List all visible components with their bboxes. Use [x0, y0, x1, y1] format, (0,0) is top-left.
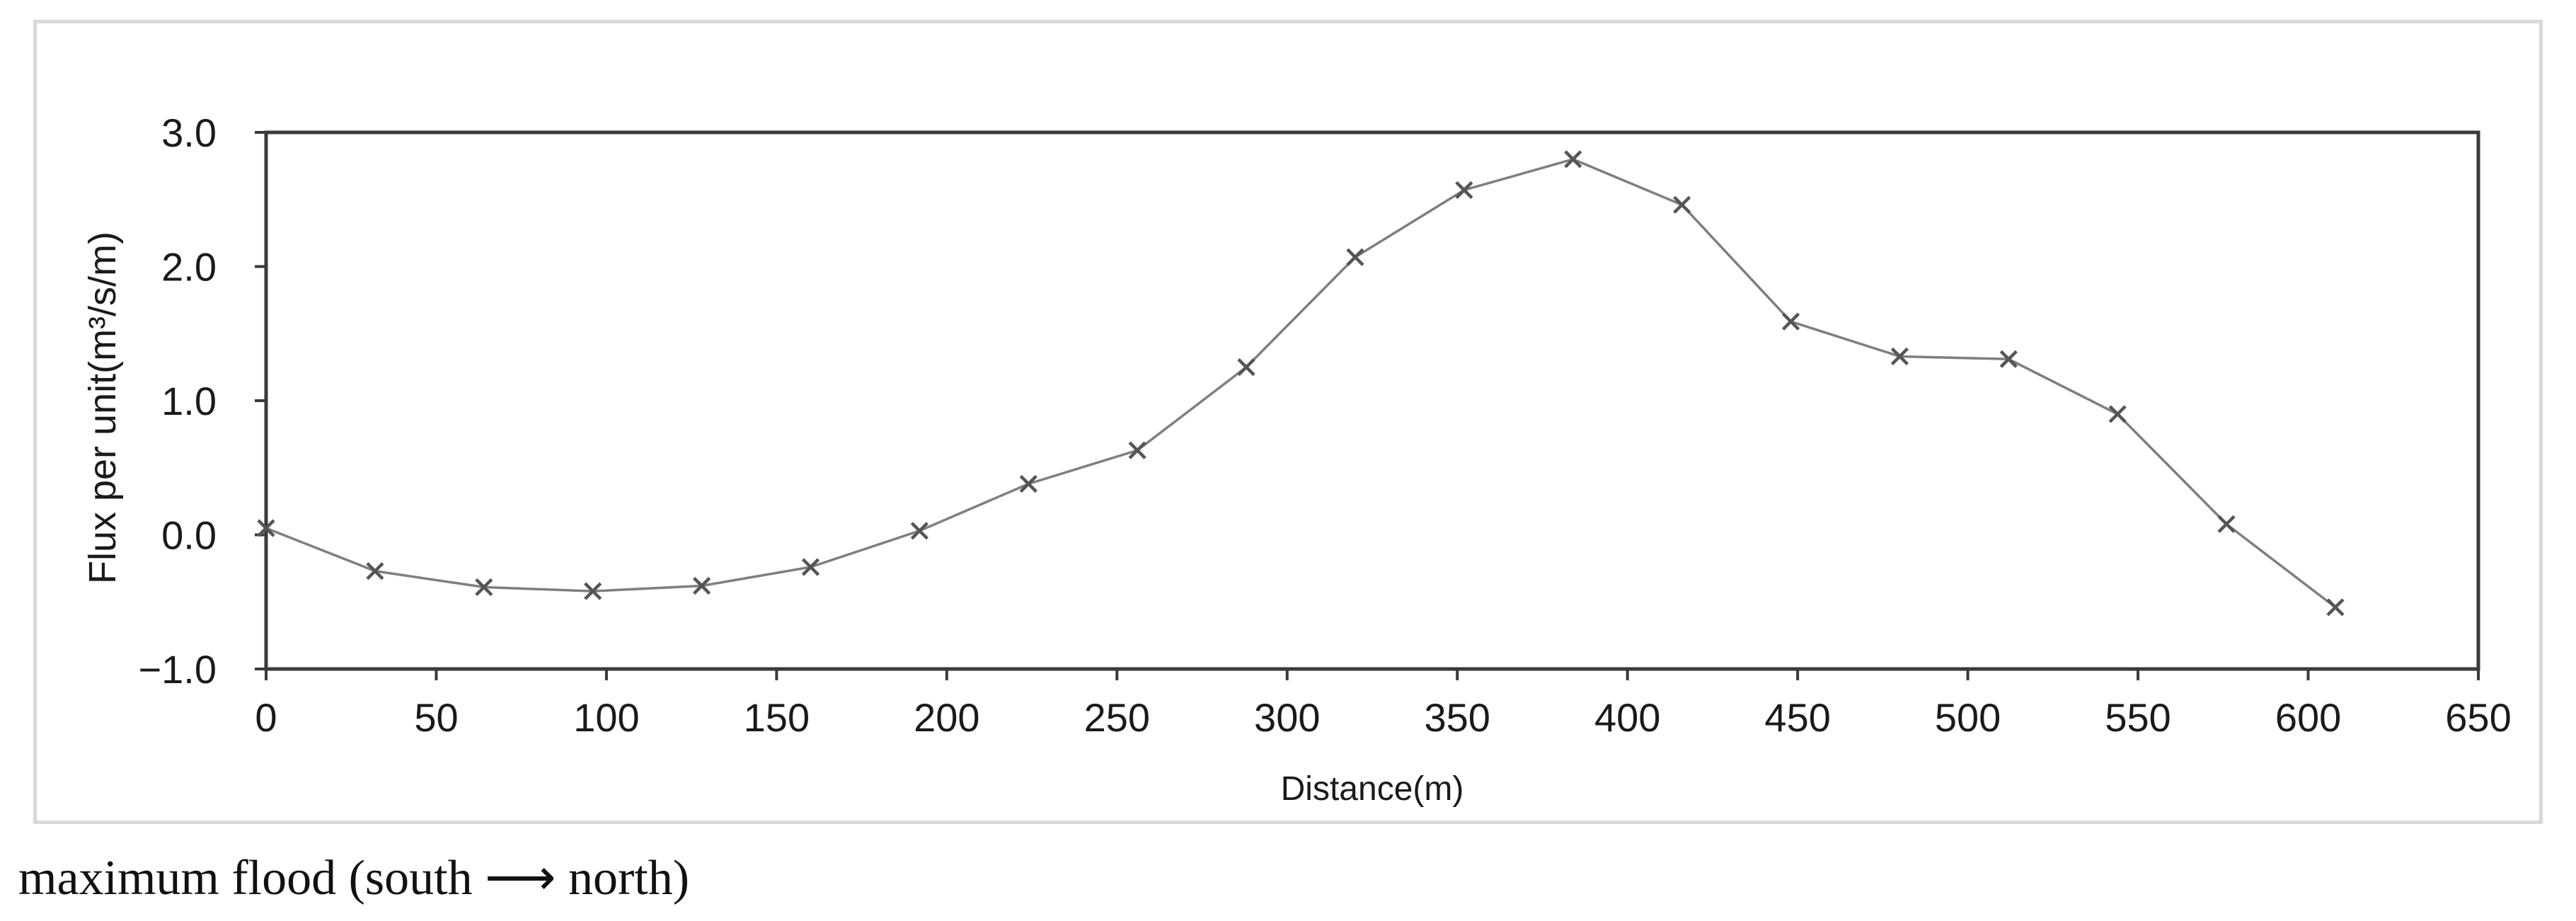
data-point-marker — [1564, 150, 1582, 168]
plot-area — [264, 130, 2480, 671]
figure-caption: maximum flood (south ⟶ north) — [18, 851, 690, 905]
x-tick-label: 100 — [573, 695, 639, 740]
data-point-marker — [801, 558, 820, 576]
y-axis-tick-labels: −1.0 0.0 1.0 2.0 3.0 — [138, 110, 217, 692]
y-axis-ticks — [255, 131, 266, 670]
data-point-marker — [1890, 347, 1909, 366]
x-tick-label: 550 — [2105, 695, 2170, 740]
data-point-marker — [1346, 248, 1364, 266]
x-tick-label: 600 — [2275, 695, 2341, 740]
series-line — [265, 158, 2337, 609]
x-tick-label: 400 — [1594, 695, 1660, 740]
y-tick-label: 1.0 — [161, 379, 217, 423]
data-point-marker — [2217, 515, 2236, 533]
x-tick-label: 50 — [414, 695, 458, 740]
x-tick-label: 0 — [255, 695, 277, 740]
data-point-marker — [584, 582, 602, 600]
data-point-marker — [1673, 195, 1691, 214]
data-point-marker — [2108, 405, 2127, 423]
x-tick-label: 300 — [1254, 695, 1320, 740]
data-point-marker — [1781, 312, 1800, 331]
y-tick-label: 0.0 — [161, 513, 217, 558]
x-axis-tick-labels: 0 50 100 150 200 250 300 350 400 450 500 550 600 650 — [255, 695, 2511, 740]
data-point-marker — [366, 562, 384, 580]
y-tick-label: 2.0 — [161, 245, 217, 290]
x-tick-label: 350 — [1425, 695, 1490, 740]
data-point-marker — [910, 522, 928, 540]
y-axis-title: Flux per unit(m³/s/m) — [81, 231, 124, 584]
data-point-marker — [1999, 350, 2018, 368]
data-point-marker — [2326, 598, 2345, 617]
x-tick-label: 200 — [914, 695, 979, 740]
x-tick-label: 150 — [744, 695, 810, 740]
data-point-marker — [1128, 441, 1146, 459]
data-point-marker — [257, 519, 275, 537]
data-point-marker — [1455, 181, 1473, 200]
x-tick-label: 450 — [1764, 695, 1830, 740]
x-axis-ticks — [265, 669, 2480, 680]
x-tick-label: 650 — [2445, 695, 2511, 740]
data-point-marker — [1019, 474, 1037, 493]
y-tick-label: −1.0 — [138, 647, 217, 692]
y-tick-label: 3.0 — [161, 110, 217, 155]
line-chart: 0 50 100 150 200 250 300 350 400 450 500 550 600 650 … — [81, 110, 2512, 808]
x-axis-title: Distance(m) — [1281, 770, 1464, 808]
data-point-marker — [692, 576, 711, 595]
x-tick-label: 500 — [1935, 695, 2001, 740]
x-tick-label: 250 — [1084, 695, 1150, 740]
series-layer — [257, 150, 2345, 617]
data-point-marker — [475, 578, 493, 596]
data-point-marker — [1237, 358, 1255, 377]
